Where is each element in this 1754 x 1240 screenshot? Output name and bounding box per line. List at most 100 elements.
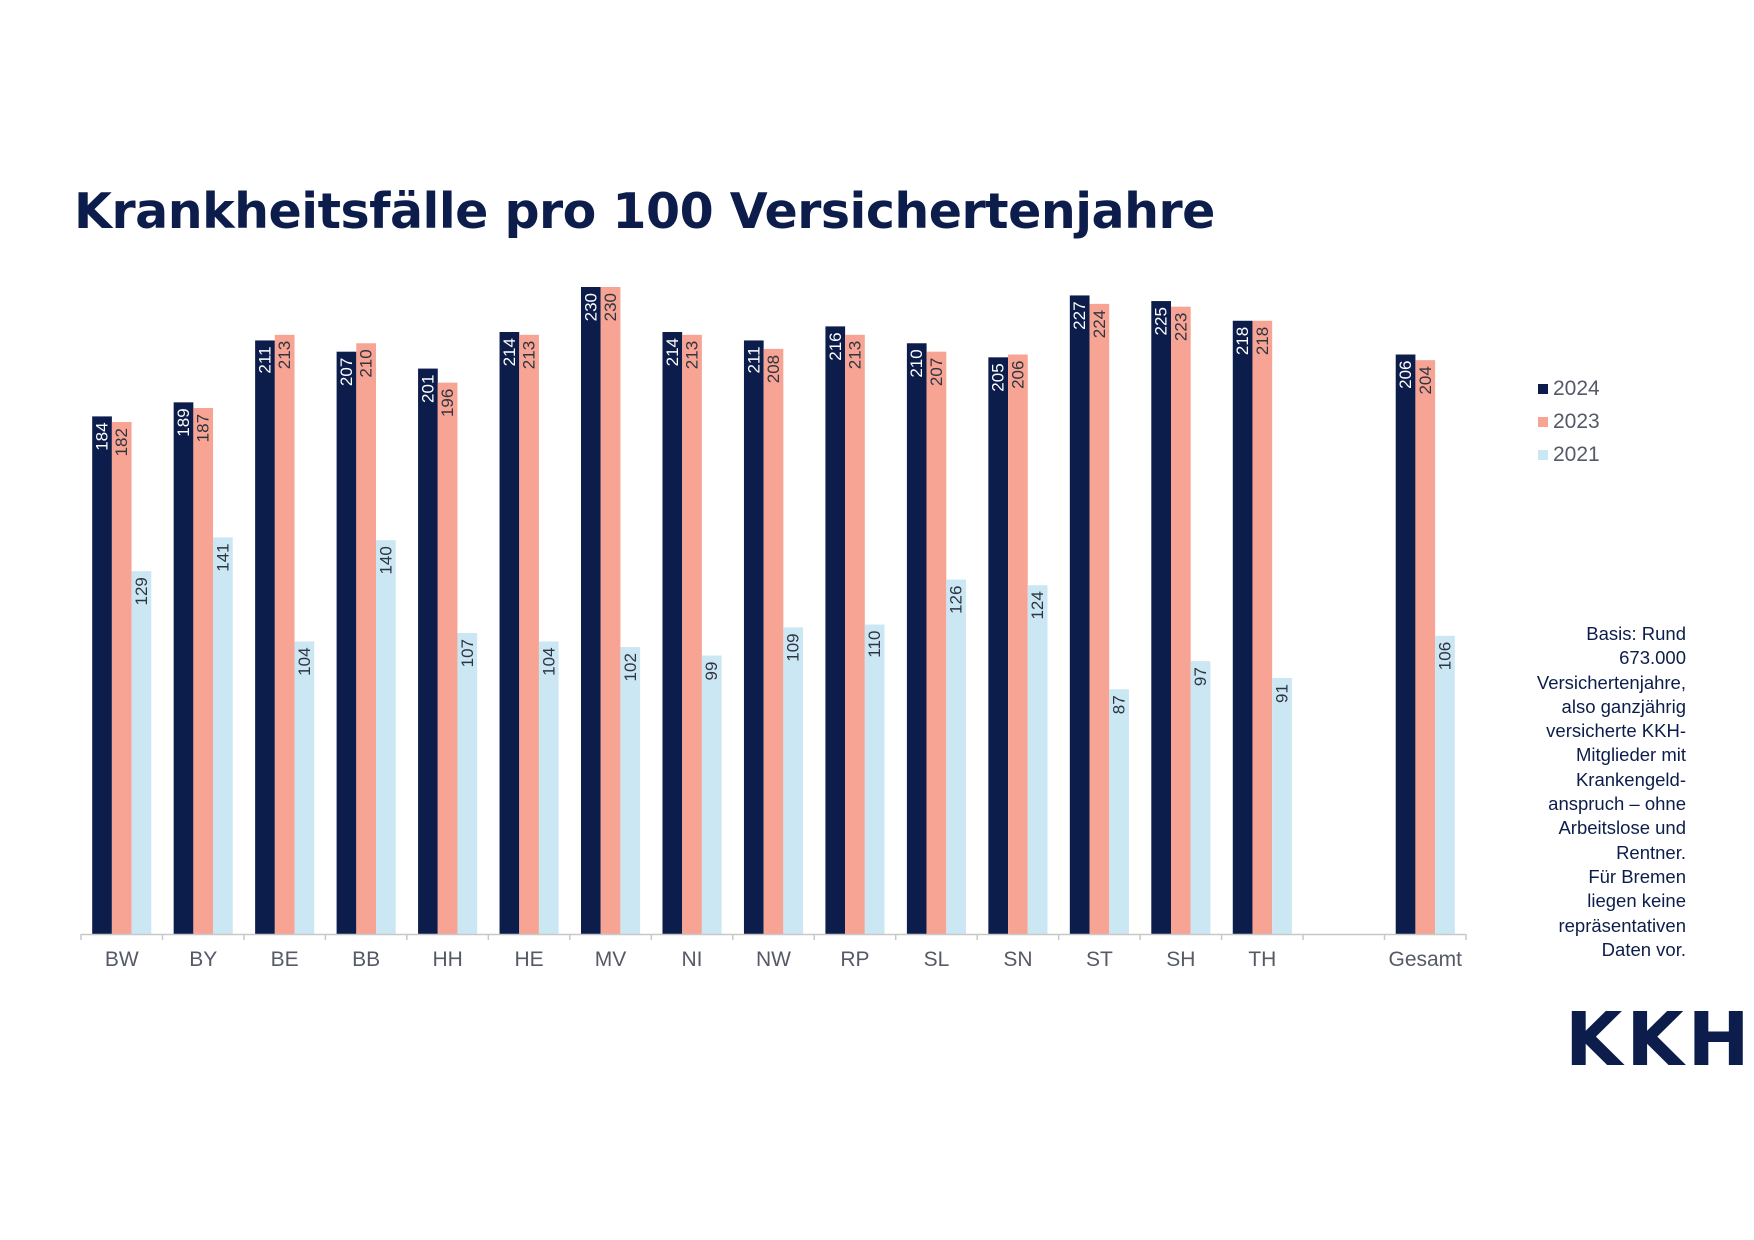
chart-title: Krankheitsfälle pro 100 Versichertenjahr… (74, 183, 1215, 240)
data-label-2024-st: 227 (1070, 301, 1089, 329)
data-label-2024-rp: 216 (826, 332, 845, 360)
x-tick-label-sl: SL (924, 948, 950, 971)
bar-2021-th (1272, 678, 1292, 934)
x-tick-label-st: ST (1086, 948, 1113, 971)
x-tick-label-hh: HH (432, 948, 462, 971)
legend-label-2021: 2021 (1553, 442, 1600, 466)
bar-2023-by (193, 407, 214, 934)
bar-2023-th (1252, 320, 1273, 934)
bar-2021-nw (783, 627, 804, 934)
bar-2021-rp (864, 624, 885, 934)
data-label-2023-bw: 182 (112, 428, 131, 456)
bar-2023-be (274, 334, 295, 934)
data-label-2023-sh: 223 (1171, 313, 1190, 341)
bar-2021-bw (131, 571, 152, 934)
legend-item-2023: 2023 (1538, 405, 1600, 438)
data-label-2021-be: 104 (295, 647, 314, 675)
x-tick-label-rp: RP (840, 948, 869, 971)
bar-2021-sh (1190, 661, 1211, 934)
data-label-2021-mv: 102 (621, 653, 640, 681)
bar-2024-rp (825, 326, 846, 935)
bar-2024-bb (336, 351, 357, 934)
data-label-2024-th: 218 (1233, 327, 1252, 355)
footnote-line: liegen keine (1587, 890, 1686, 912)
data-label-2024-bb: 207 (337, 358, 356, 386)
legend: 2024 2023 2021 (1538, 372, 1600, 471)
footnote: Basis: Rund 673.000 Versichertenjahre, also… (1500, 622, 1686, 962)
data-label-2021-sl: 126 (947, 586, 966, 614)
data-label-2023-be: 213 (275, 341, 294, 369)
legend-swatch-2021 (1538, 449, 1548, 460)
data-label-2023-ni: 213 (683, 341, 702, 369)
data-label-2023-nw: 208 (764, 355, 783, 383)
data-label-2023-rp: 213 (845, 341, 864, 369)
bar-2023-rp (845, 334, 865, 934)
data-label-2021-rp: 110 (865, 631, 884, 658)
bar-2024-be (255, 340, 275, 934)
bar-2024-hh (418, 368, 438, 934)
data-label-2021-ni: 99 (702, 662, 721, 681)
bar-2021-st (1109, 689, 1129, 934)
bar-2023-sh (1171, 306, 1191, 935)
bar-2024-gesamt (1395, 354, 1416, 934)
bar-2023-hh (437, 382, 458, 935)
bar-2023-bb (356, 343, 376, 934)
bar-2024-he (499, 332, 520, 935)
x-tick-label-bb: BB (352, 948, 380, 971)
x-tick-label-he: HE (514, 948, 543, 971)
data-label-2021-st: 87 (1110, 695, 1129, 714)
bar-2021-bb (375, 540, 396, 934)
data-label-2024-ni: 214 (663, 338, 682, 366)
bar-2024-sl (906, 343, 927, 934)
footnote-line: versicherte KKH- (1546, 720, 1686, 742)
data-label-2024-mv: 230 (581, 293, 600, 321)
footnote-line: Daten vor. (1601, 938, 1686, 960)
footnote-line: also ganzjährig (1561, 695, 1686, 717)
footnote-line: Rentner. (1616, 841, 1686, 863)
data-label-2021-hh: 107 (458, 639, 477, 667)
x-tick-label-ni: NI (682, 948, 703, 971)
bar-2024-ni (662, 332, 683, 935)
data-label-2024-sn: 205 (989, 363, 1008, 391)
kkh-logo: KKH (1565, 997, 1754, 1083)
bar-2021-ni (701, 655, 722, 934)
bar-2024-by (173, 402, 194, 934)
data-label-2021-nw: 109 (784, 633, 803, 661)
x-tick-label-by: BY (189, 948, 217, 971)
data-label-2023-sn: 206 (1008, 361, 1027, 389)
bar-2021-hh (457, 633, 478, 934)
x-tick-label-mv: MV (595, 948, 627, 971)
footnote-line: Basis: Rund (1586, 623, 1686, 644)
footnote-line: Für Bremen (1588, 865, 1686, 887)
bar-2024-th (1232, 320, 1253, 934)
data-label-2023-hh: 196 (438, 389, 457, 417)
data-label-2021-bb: 140 (376, 546, 395, 574)
footnote-line: anspruch – ohne (1548, 793, 1686, 815)
legend-swatch-2023 (1538, 416, 1548, 427)
footnote-line: 673.000 (1619, 647, 1686, 669)
footnote-line: Mitglieder mit (1576, 744, 1686, 766)
data-label-2024-he: 214 (500, 338, 519, 366)
bar-2024-nw (743, 340, 764, 934)
data-label-2023-by: 187 (194, 414, 213, 442)
bar-2023-sn (1008, 354, 1028, 934)
bar-2023-ni (682, 334, 702, 934)
data-label-2021-sh: 97 (1191, 667, 1210, 686)
data-label-2021-gesamt: 106 (1435, 642, 1454, 670)
data-label-2023-bb: 210 (357, 349, 376, 377)
bar-2023-nw (763, 348, 784, 934)
x-tick-label-gesamt: Gesamt (1388, 948, 1462, 971)
bar-2021-mv (620, 647, 641, 934)
x-tick-label-nw: NW (756, 948, 791, 971)
data-label-2024-hh: 201 (418, 375, 437, 403)
bar-2021-sn (1027, 585, 1048, 934)
x-tick-label-sn: SN (1003, 948, 1032, 971)
bar-2021-by (213, 537, 233, 934)
data-label-2021-th: 91 (1273, 684, 1292, 703)
x-tick-label-bw: BW (105, 948, 139, 971)
bar-2023-st (1089, 303, 1110, 934)
x-tick-label-sh: SH (1166, 948, 1195, 971)
bar-2021-gesamt (1435, 635, 1455, 934)
bar-2021-he (538, 641, 559, 934)
